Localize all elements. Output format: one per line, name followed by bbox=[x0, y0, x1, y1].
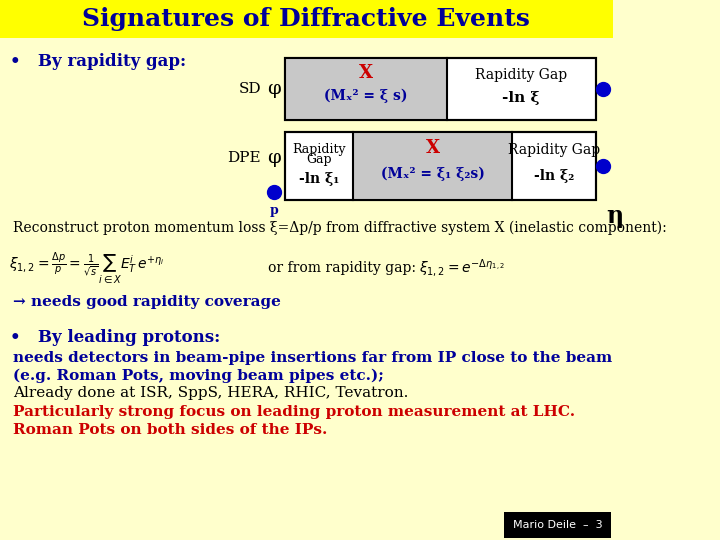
Text: Gap: Gap bbox=[307, 152, 332, 165]
Text: φ: φ bbox=[267, 80, 281, 98]
Text: Mario Deile  –  3: Mario Deile – 3 bbox=[513, 520, 602, 530]
Text: Signatures of Diffractive Events: Signatures of Diffractive Events bbox=[82, 7, 530, 31]
Text: -ln ξ: -ln ξ bbox=[503, 91, 540, 105]
Text: X: X bbox=[426, 139, 440, 157]
Text: $\xi_{1,2} = \frac{\Delta p}{p} = \frac{1}{\sqrt{s}}\sum_{i\in X} E_T^i\,e^{+\et: $\xi_{1,2} = \frac{\Delta p}{p} = \frac{… bbox=[9, 251, 164, 286]
Text: DPE: DPE bbox=[228, 151, 261, 165]
Text: Roman Pots on both sides of the IPs.: Roman Pots on both sides of the IPs. bbox=[13, 423, 327, 437]
Text: Rapidity: Rapidity bbox=[292, 143, 346, 156]
Text: Already done at ISR, SppS, HERA, RHIC, Tevatron.: Already done at ISR, SppS, HERA, RHIC, T… bbox=[13, 386, 408, 400]
Text: (e.g. Roman Pots, moving beam pipes etc.);: (e.g. Roman Pots, moving beam pipes etc.… bbox=[13, 369, 384, 383]
FancyBboxPatch shape bbox=[0, 0, 613, 38]
Text: Rapidity Gap: Rapidity Gap bbox=[508, 143, 600, 157]
Text: X: X bbox=[359, 64, 373, 82]
Text: or from rapidity gap:: or from rapidity gap: bbox=[268, 261, 416, 275]
Text: -ln ξ₁: -ln ξ₁ bbox=[299, 172, 339, 186]
FancyBboxPatch shape bbox=[354, 132, 512, 200]
Text: needs detectors in beam-pipe insertions far from IP close to the beam: needs detectors in beam-pipe insertions … bbox=[13, 351, 612, 365]
Text: → needs good rapidity coverage: → needs good rapidity coverage bbox=[13, 295, 281, 309]
Text: φ: φ bbox=[267, 149, 281, 167]
FancyBboxPatch shape bbox=[285, 58, 595, 120]
FancyBboxPatch shape bbox=[285, 132, 595, 200]
Text: •   By leading protons:: • By leading protons: bbox=[10, 329, 220, 347]
FancyBboxPatch shape bbox=[285, 58, 446, 120]
Text: Particularly strong focus on leading proton measurement at LHC.: Particularly strong focus on leading pro… bbox=[13, 405, 575, 419]
Text: SD: SD bbox=[238, 82, 261, 96]
Text: p: p bbox=[269, 204, 279, 217]
Text: η: η bbox=[606, 204, 623, 228]
Text: (Mₓ² = ξ s): (Mₓ² = ξ s) bbox=[324, 89, 408, 103]
Text: •   By rapidity gap:: • By rapidity gap: bbox=[10, 53, 186, 71]
Text: (Mₓ² = ξ₁ ξ₂s): (Mₓ² = ξ₁ ξ₂s) bbox=[381, 167, 485, 181]
Text: Rapidity Gap: Rapidity Gap bbox=[475, 68, 567, 82]
Text: -ln ξ₂: -ln ξ₂ bbox=[534, 169, 574, 183]
FancyBboxPatch shape bbox=[504, 512, 611, 538]
Text: Reconstruct proton momentum loss ξ=Δp/p from diffractive system X (inelastic com: Reconstruct proton momentum loss ξ=Δp/p … bbox=[13, 221, 667, 235]
Text: $\xi_{1,2} = e^{-\Delta\eta_{1,2}}$: $\xi_{1,2} = e^{-\Delta\eta_{1,2}}$ bbox=[418, 257, 505, 279]
